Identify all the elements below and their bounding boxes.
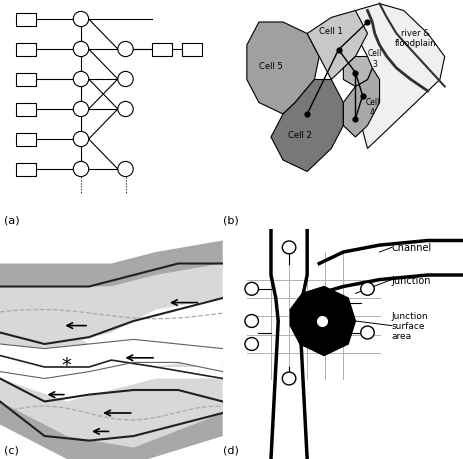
Bar <box>182 44 202 56</box>
Circle shape <box>73 42 88 57</box>
Circle shape <box>360 283 374 296</box>
Circle shape <box>73 132 88 147</box>
Polygon shape <box>343 69 379 138</box>
Circle shape <box>282 241 295 254</box>
Bar <box>16 133 37 146</box>
Circle shape <box>73 12 88 28</box>
Circle shape <box>73 102 88 118</box>
Polygon shape <box>0 402 222 459</box>
Polygon shape <box>290 287 355 356</box>
Polygon shape <box>0 241 222 287</box>
Polygon shape <box>355 5 444 149</box>
Polygon shape <box>270 80 343 172</box>
Circle shape <box>244 315 258 328</box>
Bar <box>16 44 37 56</box>
Polygon shape <box>0 321 222 448</box>
Circle shape <box>244 283 258 296</box>
Text: river &
floodplain: river & floodplain <box>394 28 436 48</box>
Text: Channel: Channel <box>391 243 431 253</box>
Circle shape <box>360 326 374 339</box>
Bar <box>16 73 37 86</box>
Polygon shape <box>307 11 367 80</box>
Circle shape <box>282 372 295 385</box>
Circle shape <box>118 42 133 57</box>
Text: (a): (a) <box>5 215 20 225</box>
Text: Cell 1: Cell 1 <box>319 28 343 36</box>
Circle shape <box>118 162 133 177</box>
Polygon shape <box>343 57 371 87</box>
Polygon shape <box>246 23 319 115</box>
Circle shape <box>118 102 133 118</box>
Text: Cell 2: Cell 2 <box>288 131 311 140</box>
Text: $*$: $*$ <box>61 353 72 372</box>
Circle shape <box>118 72 133 87</box>
Polygon shape <box>0 264 222 344</box>
Text: (b): (b) <box>222 215 238 225</box>
Circle shape <box>73 162 88 177</box>
Text: Junction: Junction <box>391 275 430 285</box>
Bar <box>16 13 37 27</box>
Circle shape <box>244 338 258 351</box>
Text: Cell
4: Cell 4 <box>364 97 379 117</box>
Bar <box>151 44 172 56</box>
Text: Cell
3: Cell 3 <box>367 49 381 68</box>
Text: Cell 5: Cell 5 <box>258 62 282 71</box>
Bar <box>16 163 37 176</box>
Polygon shape <box>0 340 222 379</box>
Text: (d): (d) <box>222 444 238 454</box>
Polygon shape <box>0 356 222 402</box>
Circle shape <box>73 72 88 87</box>
Bar <box>16 103 37 116</box>
Text: (c): (c) <box>5 444 19 454</box>
Text: Junction
surface
area: Junction surface area <box>391 311 427 341</box>
